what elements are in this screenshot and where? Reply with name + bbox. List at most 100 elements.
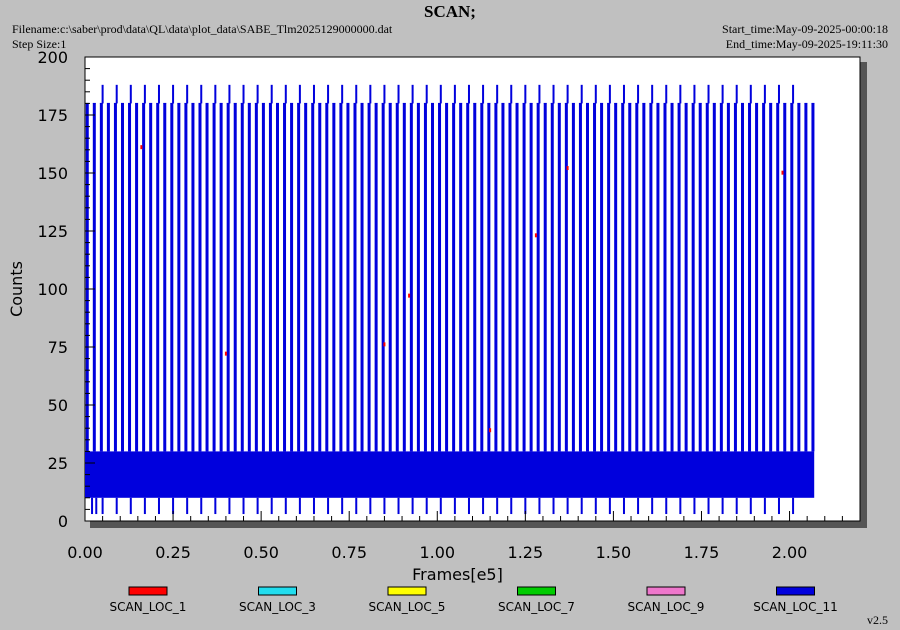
scan-peak [304, 103, 308, 452]
scan-peak [712, 103, 716, 452]
scan-peak [247, 103, 251, 452]
scan-peak [92, 103, 96, 452]
scan-peak [170, 103, 174, 452]
end-time-text: End_time:May-09-2025-19:11:30 [725, 37, 888, 51]
legend-entry: SCAN_LOC_3 [239, 586, 316, 614]
scan-peak [494, 103, 498, 452]
legend-entry: SCAN_LOC_9 [628, 586, 705, 614]
scan-peak [254, 103, 258, 452]
scan-peak [755, 103, 759, 452]
scan-peak [212, 103, 216, 452]
scan-peak [480, 103, 484, 452]
scan-peak [811, 103, 815, 452]
baseline-band [85, 451, 815, 498]
scan-peak [423, 103, 427, 452]
scan-peak [649, 103, 653, 452]
x-tick-label: 1.00 [419, 543, 455, 562]
legend-label: SCAN_LOC_9 [628, 600, 705, 614]
version-label: v2.5 [867, 613, 888, 627]
scan-peak [268, 103, 272, 452]
scan-peak [571, 103, 575, 452]
x-tick-label: 2.00 [772, 543, 808, 562]
scan-peak [769, 103, 773, 452]
y-tick-label: 100 [37, 280, 68, 299]
scan-peak [515, 103, 519, 452]
scan-peak [804, 103, 808, 452]
y-tick-label: 25 [48, 454, 68, 473]
legend-entry: SCAN_LOC_7 [498, 586, 575, 614]
scan-peak [163, 103, 167, 452]
x-tick-label: 0.50 [243, 543, 279, 562]
legend-entry: SCAN_LOC_1 [110, 586, 187, 614]
scan-peak [748, 103, 752, 452]
legend: SCAN_LOC_1 SCAN_LOC_3 SCAN_LOC_5 SCAN_LOC_7… [110, 586, 838, 614]
x-tick-label: 0.25 [155, 543, 191, 562]
x-tick-label: 0.75 [331, 543, 367, 562]
legend-swatch [258, 586, 297, 596]
y-tick-label: 150 [37, 164, 68, 183]
x-tick-label: 0.00 [67, 543, 103, 562]
y-axis-label: Counts [7, 261, 26, 317]
scan-peak [311, 103, 315, 452]
scan-peak [332, 103, 336, 452]
scan-peak [762, 103, 766, 452]
legend-swatch [128, 586, 168, 596]
scan-peak [487, 103, 491, 452]
x-tick-label: 1.75 [684, 543, 720, 562]
legend-label: SCAN_LOC_11 [753, 600, 838, 614]
scan-peak [564, 103, 568, 452]
scan-peak [670, 103, 674, 452]
scan-peak [149, 103, 153, 452]
scan-peak [797, 103, 801, 452]
scan-peak [198, 103, 202, 452]
scan-peak [367, 103, 371, 452]
scan-peak [205, 103, 209, 452]
scan-peak [135, 103, 139, 452]
scan-peak [374, 103, 378, 452]
scan-peak [177, 103, 181, 452]
scan-peak [783, 103, 787, 452]
legend-swatch [646, 586, 686, 596]
chart-title: SCAN; [424, 2, 476, 21]
y-tick-label: 125 [37, 222, 68, 241]
legend-swatch [776, 586, 815, 596]
scan-peak [628, 103, 632, 452]
scan-peak [339, 103, 343, 452]
scan-peak [416, 103, 420, 452]
scan-peak [233, 103, 237, 452]
scan-peak [142, 103, 146, 452]
scan-peak [529, 103, 533, 452]
scan-peak [240, 103, 244, 452]
scan-peak [275, 103, 279, 452]
x-tick-label: 1.25 [508, 543, 544, 562]
scan-peak [452, 103, 456, 452]
scan-peak [388, 103, 392, 452]
y-tick-label: 175 [37, 106, 68, 125]
legend-label: SCAN_LOC_1 [110, 600, 187, 614]
scan-peak [445, 103, 449, 452]
scan-peak [283, 103, 287, 452]
scan-peak [508, 103, 512, 452]
scan-peak [360, 103, 364, 452]
scan-peak [635, 103, 639, 452]
y-tick-label: 200 [37, 48, 68, 67]
scan-peak [353, 103, 357, 452]
x-axis-label: Frames[e5] [412, 565, 503, 584]
scan-peak [790, 103, 794, 452]
scan-peak [607, 103, 611, 452]
scan-peak [318, 103, 322, 452]
legend-swatch [387, 586, 427, 596]
step-size-text: Step Size:1 [12, 37, 67, 51]
scan-peak [402, 103, 406, 452]
scan-peak [113, 103, 117, 452]
scan-peak [501, 103, 505, 452]
scan-peak [219, 103, 223, 452]
scan-peak [522, 103, 526, 452]
scan-peak [395, 103, 399, 452]
scan-peak [409, 103, 413, 452]
scan-peak [297, 103, 301, 452]
scan-peak [719, 103, 723, 452]
scan-peak [593, 103, 597, 452]
scan-peak [536, 103, 540, 452]
